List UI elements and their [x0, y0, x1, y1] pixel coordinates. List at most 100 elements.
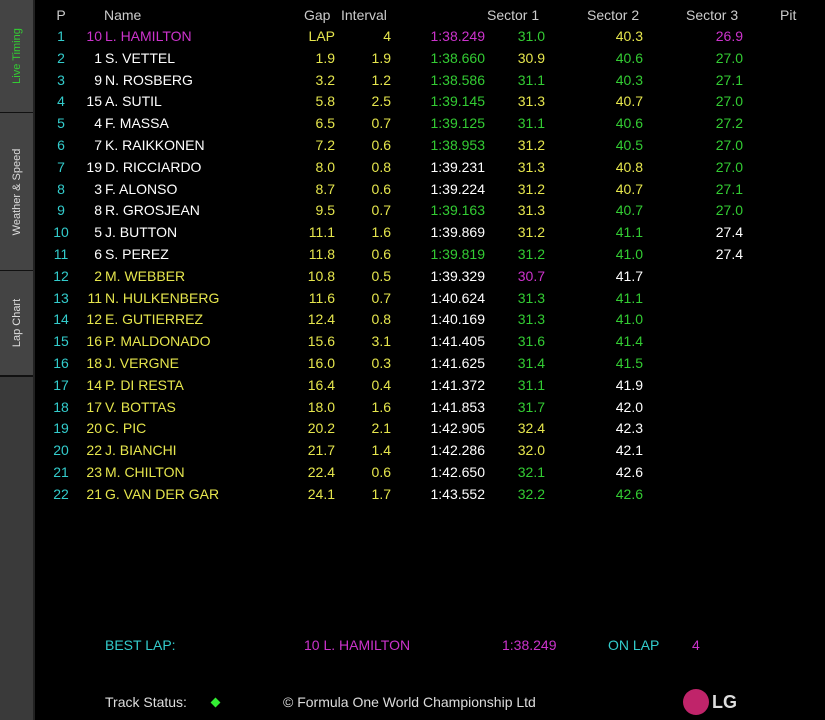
on-lap-label: ON LAP [608, 637, 660, 653]
table-cell: 8.7 [315, 180, 335, 197]
table-cell: 24.1 [307, 485, 335, 502]
sidebar-tab[interactable]: Live Timing [0, 0, 33, 114]
table-cell: 27.4 [715, 224, 743, 241]
table-cell: 27.4 [715, 246, 743, 262]
table-cell: 2 [94, 267, 102, 284]
table-cell: 0.8 [371, 311, 391, 328]
table-cell: 31.1 [517, 115, 545, 132]
sidebar-tab[interactable]: Lap Chart [0, 271, 33, 377]
table-cell: 16 [86, 333, 102, 350]
table-cell: M. WEBBER [105, 267, 186, 284]
best-lap-label: BEST LAP: [105, 637, 176, 653]
table-cell: 2.1 [371, 420, 391, 437]
table-cell: 1:41.853 [430, 398, 486, 415]
table-cell: 3.2 [315, 71, 335, 88]
table-cell: 0.5 [371, 267, 391, 284]
table-cell: 31.4 [517, 355, 545, 371]
table-cell: N. ROSBERG [105, 71, 193, 88]
table-cell: 1:39.869 [430, 224, 486, 241]
table-cell: 31.0 [517, 28, 545, 44]
table-cell: 15.6 [307, 333, 335, 350]
table-cell: 1.7 [371, 485, 391, 502]
table-cell: 16.4 [307, 376, 335, 393]
table-cell: 32.1 [517, 464, 545, 480]
table-cell: 1:39.224 [430, 180, 486, 197]
table-cell: 41.7 [615, 267, 643, 284]
table-cell: 1.6 [371, 398, 391, 415]
table-cell: 0.8 [371, 158, 391, 175]
table-cell: 31.3 [517, 202, 545, 219]
table-cell: 42.6 [615, 485, 643, 502]
track-status-indicator [210, 697, 221, 708]
column-header: P [56, 7, 66, 23]
table-cell: 1:39.163 [430, 202, 486, 219]
table-cell: 11 [53, 246, 69, 262]
table-cell: 1.4 [371, 442, 391, 459]
table-cell: 27.1 [715, 180, 743, 197]
table-cell: 1:38.660 [430, 49, 486, 66]
copyright: © Formula One World Championship Ltd [283, 694, 536, 710]
table-cell: 22 [86, 442, 102, 459]
tab-label: Lap Chart [10, 298, 23, 348]
table-cell: 4 [94, 115, 102, 132]
table-cell: 6 [94, 246, 102, 262]
sidebar-tab[interactable]: Weather & Speed [0, 113, 33, 272]
logo-mark [683, 689, 709, 715]
table-cell: 10 [86, 28, 102, 44]
table-cell: F. MASSA [105, 115, 169, 132]
table-cell: 12.4 [307, 311, 335, 328]
table-cell: 42.1 [615, 442, 643, 459]
table-cell: 9 [57, 202, 65, 219]
table-cell: 5 [94, 224, 102, 241]
table-cell: 41.9 [615, 376, 643, 393]
table-cell: 40.3 [615, 71, 643, 88]
table-cell: 30.9 [517, 49, 545, 66]
table-cell: 31.3 [517, 158, 545, 175]
table-cell: 1:42.905 [430, 420, 486, 437]
table-cell: 1 [94, 49, 102, 66]
table-cell: 2 [57, 49, 65, 66]
best-lap-time: 1:38.249 [502, 637, 557, 653]
table-cell: 22.4 [307, 464, 335, 480]
table-cell: D. RICCIARDO [105, 158, 202, 175]
table-cell: 7 [57, 158, 65, 175]
table-cell: 0.7 [371, 115, 391, 132]
table-cell: 31.1 [517, 71, 545, 88]
table-cell: 1:42.650 [430, 464, 486, 480]
table-cell: 0.6 [371, 246, 391, 262]
table-cell: 3 [94, 180, 102, 197]
table-cell: 19 [53, 420, 69, 437]
column-header: Sector 3 [686, 7, 739, 23]
table-cell: 7 [94, 137, 102, 153]
table-cell: V. BOTTAS [105, 398, 176, 415]
table-cell: J. BIANCHI [105, 442, 177, 459]
table-cell: 40.6 [615, 115, 643, 132]
table-cell: 5 [57, 115, 65, 132]
table-cell: P. DI RESTA [105, 376, 184, 393]
table-cell: N. HULKENBERG [105, 289, 220, 306]
table-cell: 42.0 [615, 398, 643, 415]
table-cell: 18.0 [307, 398, 335, 415]
table-cell: 1.6 [371, 224, 391, 241]
table-cell: 8.0 [315, 158, 335, 175]
tab-label: Live Timing [10, 28, 23, 84]
table-cell: 10 [53, 224, 69, 241]
table-cell: 0.6 [371, 180, 391, 197]
table-cell: 7.2 [315, 137, 335, 153]
table-cell: 21 [53, 464, 69, 480]
table-cell: 31.3 [517, 289, 545, 306]
table-cell: 27.0 [715, 93, 743, 110]
table-cell: 12 [86, 311, 102, 328]
table-cell: 40.7 [615, 93, 643, 110]
table-cell: S. PEREZ [105, 246, 169, 262]
table-cell: 30.7 [517, 267, 545, 284]
table-cell: 41.4 [615, 333, 643, 350]
table-cell: 1:41.625 [430, 355, 486, 371]
table-cell: 1.2 [371, 71, 391, 88]
table-cell: 0.3 [371, 355, 391, 371]
table-cell: 20 [53, 442, 69, 459]
table-cell: 1:40.169 [430, 311, 486, 328]
track-status-label: Track Status: [105, 694, 187, 710]
table-cell: 41.1 [615, 224, 643, 241]
